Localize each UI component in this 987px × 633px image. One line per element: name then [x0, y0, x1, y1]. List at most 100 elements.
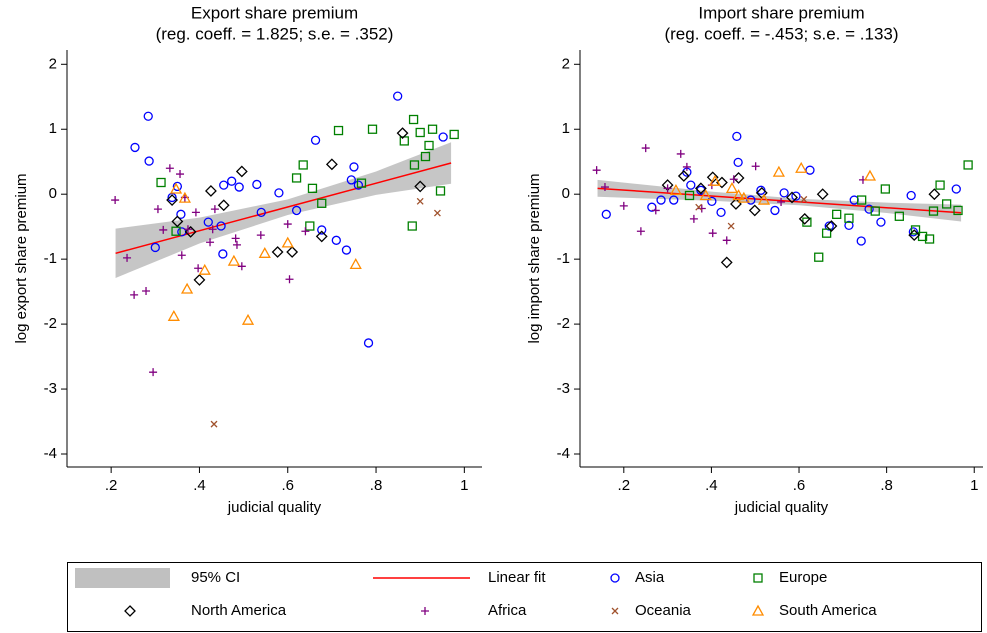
point [156, 177, 166, 188]
point [176, 170, 185, 179]
legend-swatch [421, 607, 429, 615]
point [722, 236, 731, 245]
point [367, 124, 378, 134]
point [286, 246, 299, 258]
point [341, 245, 352, 255]
y-tick-label: -1 [557, 250, 570, 267]
point [291, 173, 302, 183]
x-axis-label: judicial quality [734, 499, 829, 516]
legend: 95% CI Linear fit Asia Europe North America A… [75, 568, 877, 619]
point [777, 197, 786, 206]
legend-label: Africa [488, 602, 527, 619]
point [435, 186, 446, 196]
point [252, 179, 262, 190]
point [178, 191, 191, 203]
legend-label: Europe [779, 569, 827, 586]
x-tick-label: 1 [970, 477, 978, 494]
point [325, 158, 338, 171]
point [283, 220, 292, 229]
chart-title: Export share premium [191, 3, 358, 22]
legend-label: North America [191, 602, 287, 619]
point [414, 180, 427, 193]
point [237, 262, 246, 271]
point [420, 151, 431, 162]
fit-line [115, 162, 452, 255]
point [194, 264, 203, 273]
point [699, 189, 712, 201]
point [349, 258, 362, 269]
point [825, 220, 838, 232]
point [751, 162, 760, 171]
point [953, 205, 963, 216]
point [193, 274, 206, 286]
point [951, 184, 961, 194]
point [814, 252, 824, 262]
point [748, 204, 761, 217]
point [208, 225, 217, 234]
point [274, 188, 284, 198]
point [307, 183, 318, 194]
point [227, 254, 240, 266]
point [234, 182, 244, 192]
legend-label: Linear fit [488, 569, 546, 586]
point [844, 213, 854, 223]
x-tick-label: 1 [460, 477, 468, 494]
point [331, 235, 341, 245]
point [169, 182, 183, 194]
point [271, 246, 284, 258]
y-tick-label: -1 [44, 250, 57, 267]
legend-swatch [75, 568, 170, 588]
point [682, 162, 691, 171]
point [143, 111, 153, 121]
point [663, 184, 672, 193]
fit-line [597, 187, 962, 214]
point [159, 225, 168, 234]
x-axis-label: judicial quality [227, 499, 322, 516]
point [241, 313, 255, 325]
point [217, 199, 230, 212]
point [651, 206, 660, 215]
point [407, 221, 417, 231]
point [198, 263, 211, 275]
point [908, 229, 921, 242]
point [805, 165, 815, 175]
point [408, 114, 419, 125]
point [935, 180, 945, 190]
point [619, 201, 628, 210]
point [424, 140, 434, 151]
point [142, 286, 151, 295]
point [732, 172, 745, 184]
point [676, 149, 685, 158]
point [130, 142, 140, 153]
point [130, 290, 139, 299]
x-tick-label: .6 [281, 477, 294, 494]
point [798, 212, 811, 225]
point [427, 124, 438, 134]
y-tick-label: 2 [562, 55, 570, 72]
legend-swatch [611, 607, 619, 615]
point [696, 185, 706, 195]
point [235, 165, 248, 178]
point [733, 157, 743, 168]
point [677, 170, 690, 182]
point [449, 129, 459, 140]
point [149, 368, 158, 377]
point [864, 204, 874, 214]
point [697, 204, 706, 213]
point [305, 221, 315, 231]
point [144, 156, 154, 166]
point [310, 135, 321, 145]
point [285, 275, 294, 284]
point [870, 206, 880, 216]
point [317, 225, 327, 235]
point [184, 225, 197, 238]
point [786, 191, 798, 204]
confidence-band [115, 142, 452, 278]
point [216, 221, 226, 231]
point [177, 251, 186, 260]
point [232, 240, 241, 249]
point [219, 180, 229, 190]
point [746, 195, 756, 205]
point [737, 191, 750, 203]
